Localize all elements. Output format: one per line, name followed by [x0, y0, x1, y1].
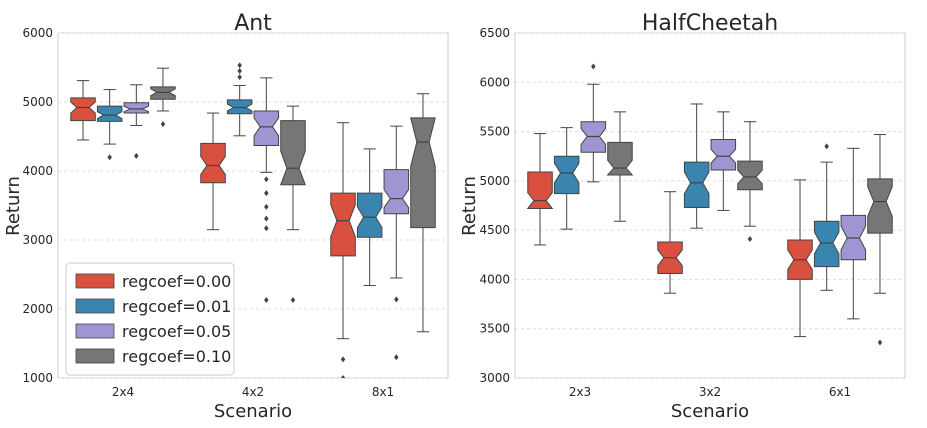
chart-title-ant: Ant: [234, 11, 272, 36]
outlier-point: [340, 356, 346, 363]
legend-swatch: [75, 273, 115, 289]
axes-halfcheetah: 3000 3500 4000 4500 5000 5500 6000 6500 2x3 3x2 6x…: [479, 26, 906, 399]
outlier-point: [264, 176, 269, 183]
box-regcoef=0.01: [683, 161, 710, 208]
outlier-point: [264, 215, 269, 222]
outlier-point: [264, 190, 269, 197]
x-tick-label: 6x1: [829, 385, 851, 399]
legend-swatch: [75, 348, 115, 364]
legend-frame: [65, 262, 235, 376]
box-regcoef=0.01: [356, 192, 383, 238]
outlier-point: [824, 143, 829, 150]
box-regcoef=0.01: [226, 99, 253, 115]
panel-ant: Ant Scenario Return 1000 2000 3000 4000 5000…: [3, 11, 449, 422]
x-tick-label: 2x3: [569, 385, 591, 399]
box-regcoef=0.00: [526, 171, 554, 209]
box-regcoef=0.01: [96, 105, 123, 122]
y-tick-label: 4000: [22, 164, 53, 178]
y-tick-label: 6500: [479, 26, 510, 40]
y-tick-label: 4500: [479, 223, 510, 237]
x-tick-label: 3x2: [699, 385, 721, 399]
box-regcoef=0.00: [200, 142, 226, 184]
x-tick-label: 4x2: [242, 385, 264, 399]
chart-title-halfcheetah: HalfCheetah: [642, 11, 778, 36]
y-axis-title-halfcheetah: Return: [459, 176, 480, 236]
plot-area: [514, 32, 906, 379]
y-tick-label: 3000: [22, 233, 53, 247]
box-regcoef=0.00: [330, 192, 356, 257]
y-tick-label: 5500: [479, 125, 510, 139]
outlier-point: [290, 297, 296, 304]
box-regcoef=0.10: [737, 160, 763, 191]
box-regcoef=0.05: [123, 102, 150, 114]
outlier-point: [264, 225, 269, 232]
y-tick-label: 2000: [22, 302, 53, 316]
x-axis-title-halfcheetah: Scenario: [671, 401, 749, 422]
box-regcoef=0.05: [710, 138, 737, 171]
panel-halfcheetah: HalfCheetah Scenario Return 3000 3500 4000…: [459, 11, 906, 422]
y-tick-label: 3000: [479, 371, 510, 385]
y-tick-label: 6000: [479, 75, 510, 89]
box-marks: [526, 63, 893, 346]
legend-label: regcoef=0.10: [122, 347, 231, 366]
y-tick-label: 3500: [479, 322, 510, 336]
y-tick-label: 5000: [479, 174, 510, 188]
box-regcoef=0.05: [253, 110, 280, 146]
outlier-point: [237, 62, 242, 69]
box-regcoef=0.10: [606, 141, 634, 176]
outlier-point: [134, 152, 139, 159]
outlier-point: [877, 339, 883, 346]
legend-swatch: [75, 323, 115, 339]
outlier-point: [591, 63, 596, 70]
box-regcoef=0.10: [410, 117, 436, 229]
outlier-point: [107, 154, 112, 161]
outlier-point: [264, 297, 269, 304]
y-axis-title-ant: Return: [3, 176, 24, 236]
y-tick-label: 6000: [22, 26, 53, 40]
box-regcoef=0.05: [383, 169, 410, 215]
legend-label: regcoef=0.05: [122, 322, 231, 341]
box-regcoef=0.10: [279, 120, 306, 186]
box-regcoef=0.00: [70, 97, 96, 122]
y-tick-label: 5000: [22, 95, 53, 109]
box-regcoef=0.10: [867, 178, 893, 234]
box-regcoef=0.10: [150, 86, 176, 100]
outlier-point: [747, 236, 753, 243]
legend: regcoef=0.00 regcoef=0.01 regcoef=0.05 regc…: [65, 262, 235, 376]
outlier-point: [340, 375, 346, 378]
y-tick-label: 4000: [479, 272, 510, 286]
axes-ant: 1000 2000 3000 4000 5000 6000 2x4 4x2 8x1 regcoef…: [22, 26, 449, 399]
legend-label: regcoef=0.00: [122, 272, 231, 291]
outlier-point: [394, 296, 399, 303]
x-tick-label: 2x4: [112, 385, 134, 399]
outlier-point: [237, 67, 242, 74]
outlier-point: [394, 354, 399, 361]
legend-swatch: [75, 298, 115, 314]
box-marks: [70, 62, 436, 378]
outlier-point: [264, 203, 269, 210]
outlier-point: [160, 121, 166, 128]
outlier-point: [237, 74, 242, 81]
x-tick-label: 8x1: [372, 385, 394, 399]
box-regcoef=0.01: [813, 220, 840, 268]
y-tick-label: 1000: [22, 371, 53, 385]
legend-label: regcoef=0.01: [122, 297, 231, 316]
x-axis-title-ant: Scenario: [214, 401, 292, 422]
box-regcoef=0.01: [553, 155, 580, 195]
